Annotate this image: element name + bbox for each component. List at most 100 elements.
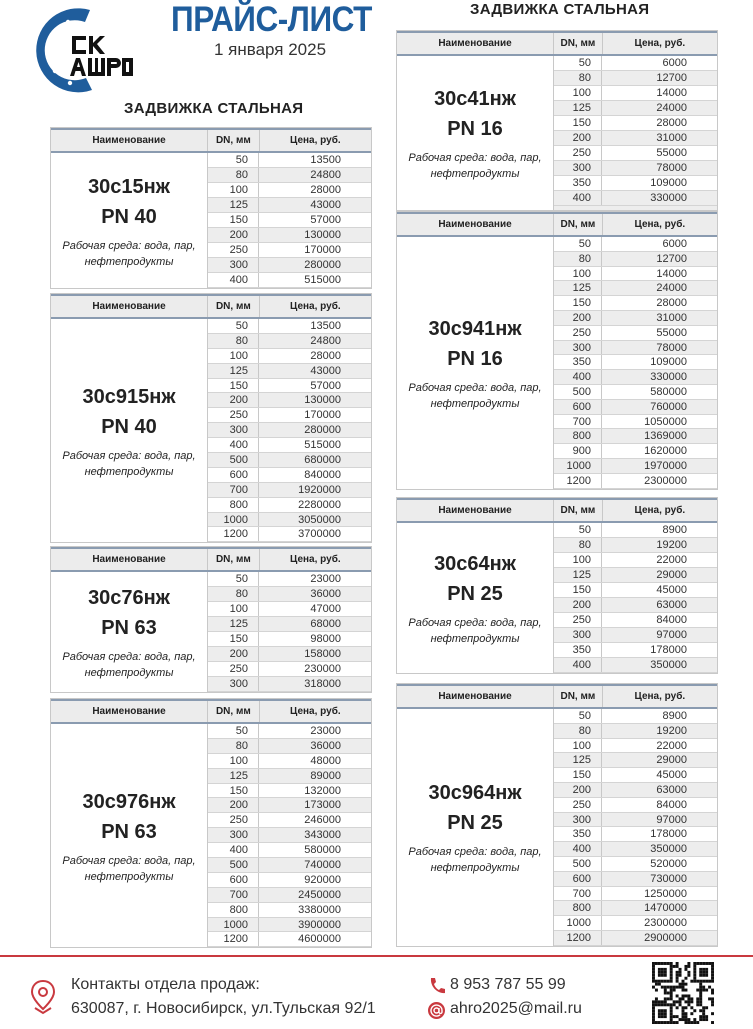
phone-link[interactable]: 8 953 787 55 99 [450, 976, 566, 993]
price-value: 29000 [656, 754, 687, 767]
price-value: 24800 [310, 334, 341, 347]
table-header: Наименование DN, мм Цена, руб. [397, 684, 717, 709]
table-row: 350 178000 [554, 827, 717, 843]
table-row: 400 580000 [208, 843, 371, 859]
dn-value: 250 [208, 662, 259, 676]
price-value: 350000 [650, 843, 687, 856]
table-row: 400 330000 [554, 191, 717, 206]
price-value: 23000 [310, 573, 341, 585]
dn-value: 600 [554, 871, 602, 886]
price-value: 515000 [304, 439, 341, 452]
table-body: 30с964нж PN 25 Рабочая среда: вода, пар, н… [397, 709, 717, 946]
dn-value: 125 [208, 768, 259, 783]
dn-value: 250 [554, 325, 602, 340]
rows: 50 13500 80 24800 100 28000 125 43000 150 57000 20… [208, 319, 371, 543]
table-row: 800 2280000 [208, 497, 371, 513]
table-row: 100 22000 [554, 738, 717, 754]
table-row: 50 6000 [554, 56, 717, 71]
dn-value: 900 [554, 444, 602, 458]
dn-value: 100 [208, 183, 259, 197]
working-medium-note: Рабочая среда: вода, пар, нефтепродукты [62, 651, 196, 679]
price-value: 158000 [304, 648, 341, 660]
table-row: 100 14000 [554, 266, 717, 282]
table-row: 250 84000 [554, 797, 717, 813]
price-value: 63000 [656, 599, 687, 611]
column-header-name: Наименование [51, 130, 209, 151]
dn-value: 200 [208, 228, 259, 242]
dn-value: 800 [554, 429, 602, 444]
price-value: 78000 [656, 162, 687, 174]
table-row: 1000 2300000 [554, 916, 717, 931]
column-header-dn: DN, мм [554, 33, 603, 54]
dn-value: 1200 [208, 527, 259, 542]
table-body: 30с976нж PN 63 Рабочая среда: вода, пар, н… [51, 724, 371, 948]
table-row: 150 45000 [554, 583, 717, 598]
table-row: 400 330000 [554, 370, 717, 385]
dn-value: 1000 [208, 917, 259, 932]
product-name-cell: 30с41нж PN 16 Рабочая среда: вода, пар, не… [397, 56, 554, 210]
email-link[interactable]: ahro2025@mail.ru [450, 1000, 582, 1017]
qr-code[interactable] [652, 962, 714, 1029]
price-value: 36000 [310, 739, 341, 752]
table-row: 1200 3700000 [208, 527, 371, 543]
dn-value: 150 [554, 583, 602, 597]
dn-value: 600 [554, 399, 602, 414]
dn-value: 125 [208, 617, 259, 631]
page-title: ПРАЙС-ЛИСТ [171, 0, 372, 39]
dn-value: 400 [554, 370, 602, 384]
price-value: 173000 [304, 799, 341, 812]
table-row: 250 230000 [208, 662, 371, 677]
price-value: 68000 [310, 618, 341, 630]
table-row: 600 840000 [208, 467, 371, 483]
table-row: 125 24000 [554, 281, 717, 297]
product-model: 30с964нж [428, 782, 522, 805]
table-row: 300 318000 [208, 677, 371, 692]
table-row: 80 36000 [208, 587, 371, 602]
table-row: 150 57000 [208, 213, 371, 228]
dn-value: 200 [554, 131, 602, 145]
table-row: 200 130000 [208, 228, 371, 243]
dn-value: 400 [208, 843, 259, 858]
dn-value: 350 [554, 355, 602, 370]
rows: 50 8900 80 19200 100 22000 125 29000 150 45000 200… [554, 523, 717, 673]
column-header-price: Цена, руб. [634, 505, 686, 516]
column-header-price: Цена, руб. [290, 135, 341, 146]
table-body: 30с915нж PN 40 Рабочая среда: вода, пар, н… [51, 319, 371, 543]
dn-value: 150 [208, 378, 259, 393]
product-name-cell: 30с941нж PN 16 Рабочая среда: вода, пар, н… [397, 237, 554, 489]
dn-value: 600 [208, 872, 259, 887]
price-value: 178000 [650, 644, 687, 656]
column-header-dn: DN, мм [554, 214, 603, 235]
phone-icon [428, 977, 446, 1000]
pressure-rating: PN 63 [101, 820, 157, 843]
table-row: 250 55000 [554, 325, 717, 341]
price-value: 1970000 [644, 459, 687, 472]
dn-value: 350 [554, 827, 602, 842]
table-row: 500 680000 [208, 453, 371, 468]
table-body: 30с64нж PN 25 Рабочая среда: вода, пар, не… [397, 523, 717, 673]
price-value: 2300000 [644, 917, 687, 930]
price-value: 89000 [310, 769, 341, 782]
table-row: 400 350000 [554, 658, 717, 673]
price-value: 19200 [656, 724, 687, 737]
table-row: 300 343000 [208, 828, 371, 844]
column-header-name: Наименование [51, 701, 209, 722]
dn-value: 1000 [554, 458, 602, 473]
price-value: 23000 [310, 725, 341, 737]
rows: 50 6000 80 12700 100 14000 125 24000 150 28000 200… [554, 56, 717, 210]
table-row: 600 760000 [554, 399, 717, 415]
table-row: 350 178000 [554, 643, 717, 658]
dn-value: 125 [554, 101, 602, 115]
price-value: 330000 [650, 371, 687, 384]
dn-value: 80 [208, 168, 259, 182]
dn-value: 400 [554, 658, 602, 672]
product-model: 30с41нж [434, 88, 516, 110]
price-value: 78000 [656, 341, 687, 354]
table-row: 300 280000 [208, 423, 371, 439]
dn-value: 100 [208, 753, 259, 768]
price-value: 13500 [310, 320, 341, 332]
price-value: 43000 [310, 199, 341, 211]
rows: 50 8900 80 19200 100 22000 125 29000 150 45000 200… [554, 709, 717, 946]
price-value: 4600000 [298, 933, 341, 946]
dn-value: 500 [208, 453, 259, 467]
